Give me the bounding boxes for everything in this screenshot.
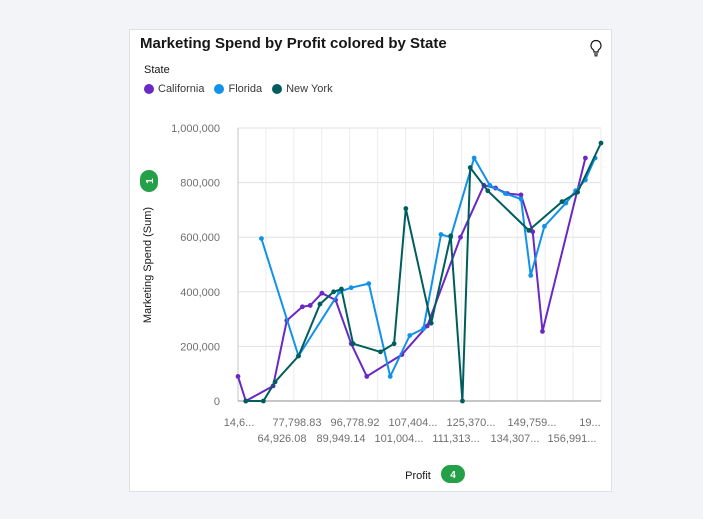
legend: California Florida New York bbox=[144, 83, 333, 95]
legend-item-new-york[interactable]: New York bbox=[272, 83, 333, 95]
data-point-california[interactable] bbox=[582, 155, 588, 161]
data-point-florida[interactable] bbox=[518, 196, 524, 202]
data-point-new-york[interactable] bbox=[378, 349, 383, 355]
x-tick-label: 101,004... bbox=[375, 433, 424, 445]
data-point-california[interactable] bbox=[364, 374, 370, 379]
new-york-swatch bbox=[272, 84, 283, 94]
grid bbox=[237, 127, 602, 402]
y-tick-labels: 1,000,000 800,000 600,000 400,000 200,000 0 bbox=[171, 123, 220, 408]
x-tick-label: 156,991... bbox=[548, 433, 597, 445]
x-tick-label: 89,949.14 bbox=[317, 433, 366, 445]
y-badge-count: 1 bbox=[145, 178, 156, 184]
legend-label: Florida bbox=[228, 83, 263, 95]
data-point-florida[interactable] bbox=[542, 223, 547, 229]
x-tick-label: 107,404... bbox=[389, 417, 438, 429]
data-point-florida[interactable] bbox=[421, 326, 426, 332]
data-point-california[interactable] bbox=[540, 328, 545, 334]
legend-label: New York bbox=[286, 83, 333, 95]
data-point-new-york[interactable] bbox=[272, 379, 278, 385]
data-point-california[interactable] bbox=[319, 290, 325, 296]
data-point-new-york[interactable] bbox=[260, 398, 266, 404]
data-point-florida[interactable] bbox=[259, 236, 264, 241]
y-axis-title: Marketing Spend (Sum) bbox=[142, 207, 154, 323]
chart-title: Marketing Spend by Profit colored by Sta… bbox=[140, 35, 447, 52]
x-axis-label: Profit bbox=[405, 470, 431, 482]
data-point-florida[interactable] bbox=[438, 232, 444, 237]
data-point-new-york[interactable] bbox=[598, 140, 604, 146]
data-point-new-york[interactable] bbox=[526, 227, 532, 233]
data-point-florida[interactable] bbox=[487, 182, 493, 188]
data-point-new-york[interactable] bbox=[243, 398, 249, 404]
y-tick-label: 400,000 bbox=[180, 287, 220, 299]
data-point-new-york[interactable] bbox=[350, 341, 356, 347]
series-florida bbox=[259, 155, 598, 379]
x-badge[interactable]: 4 bbox=[441, 465, 465, 483]
florida-swatch bbox=[214, 84, 225, 94]
y-badge-shape bbox=[140, 170, 158, 192]
data-point-florida[interactable] bbox=[407, 333, 413, 338]
y-tick-label: 1,000,000 bbox=[171, 123, 220, 135]
x-tick-label: 125,370... bbox=[447, 417, 496, 429]
y-badge[interactable]: 1 bbox=[140, 170, 158, 192]
data-point-new-york[interactable] bbox=[448, 233, 454, 239]
x-tick-label: 149,759... bbox=[508, 417, 557, 429]
legend-label: California bbox=[158, 83, 205, 95]
data-point-florida[interactable] bbox=[471, 155, 477, 161]
x-tick-label: 19... bbox=[579, 417, 600, 429]
chart-card: Marketing Spend by Profit colored by Sta… bbox=[129, 29, 612, 492]
series-line-new-york[interactable] bbox=[245, 142, 602, 402]
california-swatch bbox=[144, 84, 154, 94]
x-badge-shape bbox=[441, 465, 465, 483]
series-new-york bbox=[243, 140, 604, 404]
y-axis-label: Marketing Spend (Sum) bbox=[142, 207, 154, 323]
x-tick-label: 96,778.92 bbox=[331, 417, 380, 429]
y-tick-label: 600,000 bbox=[180, 232, 220, 244]
series-line-florida[interactable] bbox=[260, 157, 597, 378]
data-point-california[interactable] bbox=[424, 323, 430, 329]
data-point-florida[interactable] bbox=[387, 374, 393, 379]
x-tick-label: 64,926.08 bbox=[258, 433, 307, 445]
series-layer bbox=[235, 140, 604, 404]
legend-title: State bbox=[144, 64, 170, 76]
data-point-california[interactable] bbox=[307, 303, 313, 308]
data-point-new-york[interactable] bbox=[485, 188, 491, 194]
legend-item-florida[interactable]: Florida bbox=[214, 83, 262, 95]
x-tick-label: 77,798.83 bbox=[273, 417, 322, 429]
data-point-new-york[interactable] bbox=[460, 398, 465, 404]
data-point-new-york[interactable] bbox=[467, 165, 473, 170]
data-point-florida[interactable] bbox=[502, 191, 508, 196]
data-point-new-york[interactable] bbox=[331, 289, 337, 295]
y-tick-label: 800,000 bbox=[180, 178, 220, 190]
data-point-california[interactable] bbox=[458, 234, 463, 240]
data-point-new-york[interactable] bbox=[296, 353, 301, 359]
data-point-new-york[interactable] bbox=[559, 199, 565, 205]
x-badge-count: 4 bbox=[450, 470, 456, 481]
lightbulb-icon[interactable] bbox=[588, 39, 604, 57]
data-point-florida[interactable] bbox=[563, 200, 569, 206]
data-point-florida[interactable] bbox=[366, 281, 372, 287]
data-point-florida[interactable] bbox=[528, 273, 534, 278]
x-tick-label: 111,313... bbox=[432, 433, 479, 445]
data-point-new-york[interactable] bbox=[317, 301, 323, 307]
data-point-california[interactable] bbox=[300, 304, 305, 310]
legend-item-california[interactable]: California bbox=[144, 83, 204, 95]
data-point-california[interactable] bbox=[530, 229, 536, 235]
data-point-new-york[interactable] bbox=[391, 341, 397, 347]
x-tick-labels: 14,6... 77,798.83 96,778.92 107,404... 125,3… bbox=[224, 417, 601, 445]
data-point-new-york[interactable] bbox=[339, 286, 344, 292]
data-point-california[interactable] bbox=[518, 192, 524, 198]
data-point-new-york[interactable] bbox=[575, 189, 580, 195]
data-point-california[interactable] bbox=[235, 374, 241, 379]
data-point-new-york[interactable] bbox=[403, 206, 409, 211]
x-tick-label: 14,6... bbox=[224, 417, 255, 429]
y-tick-label: 200,000 bbox=[180, 341, 220, 353]
data-point-florida[interactable] bbox=[348, 285, 354, 291]
plot-area: 1,000,000 800,000 600,000 400,000 200,000 0 1… bbox=[140, 123, 604, 483]
y-tick-label: 0 bbox=[214, 396, 220, 408]
x-tick-label: 134,307... bbox=[491, 433, 540, 445]
data-point-new-york[interactable] bbox=[428, 320, 434, 326]
